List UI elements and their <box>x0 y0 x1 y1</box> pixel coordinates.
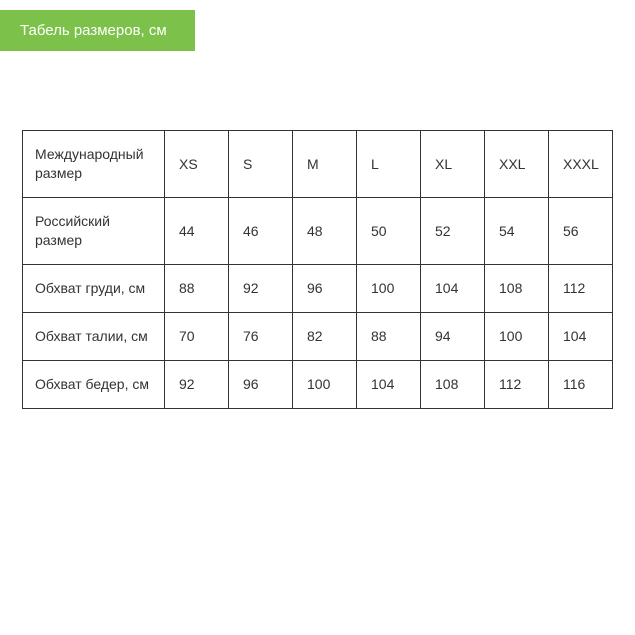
cell-value: 104 <box>549 312 613 360</box>
cell-value: 100 <box>357 264 421 312</box>
cell-value: 48 <box>293 197 357 264</box>
cell-value: XL <box>421 131 485 198</box>
cell-value: 46 <box>229 197 293 264</box>
cell-value: XS <box>165 131 229 198</box>
cell-value: L <box>357 131 421 198</box>
cell-value: 96 <box>293 264 357 312</box>
table-row: Международный размерXSSMLXLXXLXXXL <box>23 131 613 198</box>
row-label: Российский размер <box>23 197 165 264</box>
size-table-container: Международный размерXSSMLXLXXLXXXLРоссий… <box>22 130 613 409</box>
cell-value: 108 <box>485 264 549 312</box>
size-table: Международный размерXSSMLXLXXLXXXLРоссий… <box>22 130 613 409</box>
table-row: Обхват талии, см7076828894100104 <box>23 312 613 360</box>
row-label: Обхват талии, см <box>23 312 165 360</box>
cell-value: XXXL <box>549 131 613 198</box>
cell-value: 92 <box>165 360 229 408</box>
cell-value: 96 <box>229 360 293 408</box>
table-row: Обхват груди, см889296100104108112 <box>23 264 613 312</box>
cell-value: 104 <box>357 360 421 408</box>
cell-value: XXL <box>485 131 549 198</box>
cell-value: 100 <box>293 360 357 408</box>
cell-value: 54 <box>485 197 549 264</box>
cell-value: 52 <box>421 197 485 264</box>
cell-value: M <box>293 131 357 198</box>
cell-value: 104 <box>421 264 485 312</box>
size-chart-title-badge: Табель размеров, см <box>0 10 195 51</box>
row-label: Обхват бедер, см <box>23 360 165 408</box>
cell-value: 116 <box>549 360 613 408</box>
cell-value: 92 <box>229 264 293 312</box>
cell-value: 88 <box>165 264 229 312</box>
cell-value: 56 <box>549 197 613 264</box>
table-row: Российский размер44464850525456 <box>23 197 613 264</box>
cell-value: 50 <box>357 197 421 264</box>
cell-value: 44 <box>165 197 229 264</box>
cell-value: 76 <box>229 312 293 360</box>
cell-value: 112 <box>485 360 549 408</box>
cell-value: 94 <box>421 312 485 360</box>
cell-value: S <box>229 131 293 198</box>
size-table-body: Международный размерXSSMLXLXXLXXXLРоссий… <box>23 131 613 409</box>
row-label: Международный размер <box>23 131 165 198</box>
table-row: Обхват бедер, см9296100104108112116 <box>23 360 613 408</box>
cell-value: 100 <box>485 312 549 360</box>
cell-value: 108 <box>421 360 485 408</box>
cell-value: 70 <box>165 312 229 360</box>
cell-value: 88 <box>357 312 421 360</box>
cell-value: 112 <box>549 264 613 312</box>
cell-value: 82 <box>293 312 357 360</box>
row-label: Обхват груди, см <box>23 264 165 312</box>
